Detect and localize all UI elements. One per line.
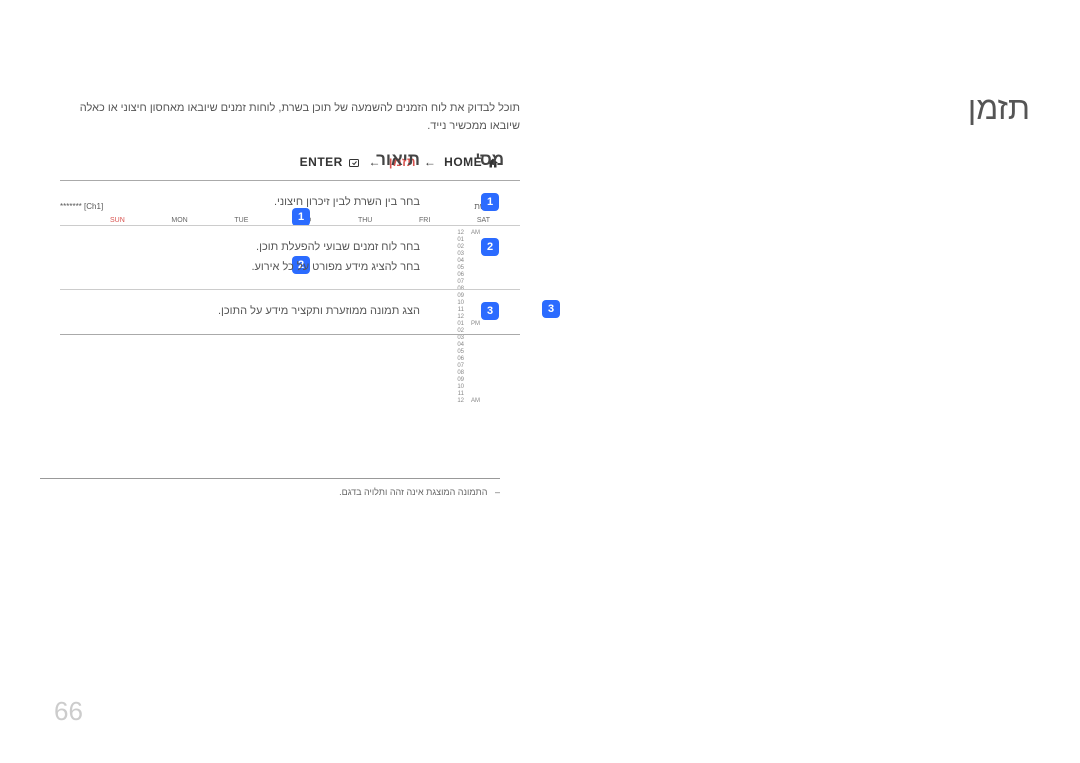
footnote: – התמונה המוצגת אינה זהה ותלויה בדגם. bbox=[40, 478, 500, 497]
hour-row: 10 bbox=[450, 384, 500, 391]
row-num: 1 bbox=[460, 193, 520, 211]
callout-3: 3 bbox=[542, 300, 560, 318]
row-desc: בחר בין השרת לבין זיכרון חיצוני. bbox=[60, 193, 420, 213]
hour-row: 12AM bbox=[450, 398, 500, 405]
hour-row: 11 bbox=[450, 391, 500, 398]
table-header: מס' תיאור bbox=[60, 150, 520, 181]
page-number: 66 bbox=[54, 696, 83, 727]
hour-row: 09 bbox=[450, 377, 500, 384]
row-num: 2 bbox=[460, 238, 520, 256]
hour-row: 05 bbox=[450, 349, 500, 356]
row-desc: בחר לוח זמנים שבועי להפעלת תוכן.בחר להצי… bbox=[60, 238, 420, 278]
row-num: 3 bbox=[460, 302, 520, 320]
header-num: מס' bbox=[460, 150, 520, 170]
manual-page: תזמן תוכל לבדוק את לוח הזמנים להשמעה של … bbox=[0, 0, 1080, 763]
footnote-dash: – bbox=[495, 487, 500, 497]
num-badge: 1 bbox=[481, 193, 499, 211]
hour-row: 04 bbox=[450, 342, 500, 349]
page-title: תזמן bbox=[968, 90, 1030, 127]
hour-row: 07 bbox=[450, 363, 500, 370]
header-desc: תיאור bbox=[60, 150, 420, 170]
table-row: 1 בחר בין השרת לבין זיכרון חיצוני. bbox=[60, 181, 520, 226]
hour-row: 06 bbox=[450, 356, 500, 363]
hour-row: 08 bbox=[450, 370, 500, 377]
table-row: 2 בחר לוח זמנים שבועי להפעלת תוכן.בחר להצ… bbox=[60, 226, 520, 291]
row-desc: הצג תמונה ממוזערת ותקציר מידע על התוכן. bbox=[60, 302, 420, 322]
hour-row: 03 bbox=[450, 335, 500, 342]
num-badge: 3 bbox=[481, 302, 499, 320]
description-table: מס' תיאור 1 בחר בין השרת לבין זיכרון חיצו… bbox=[60, 150, 520, 335]
num-badge: 2 bbox=[481, 238, 499, 256]
intro-text: תוכל לבדוק את לוח הזמנים להשמעה של תוכן … bbox=[60, 100, 520, 135]
table-row: 3 הצג תמונה ממוזערת ותקציר מידע על התוכן. bbox=[60, 290, 520, 335]
footnote-text: התמונה המוצגת אינה זהה ותלויה בדגם. bbox=[339, 487, 487, 497]
